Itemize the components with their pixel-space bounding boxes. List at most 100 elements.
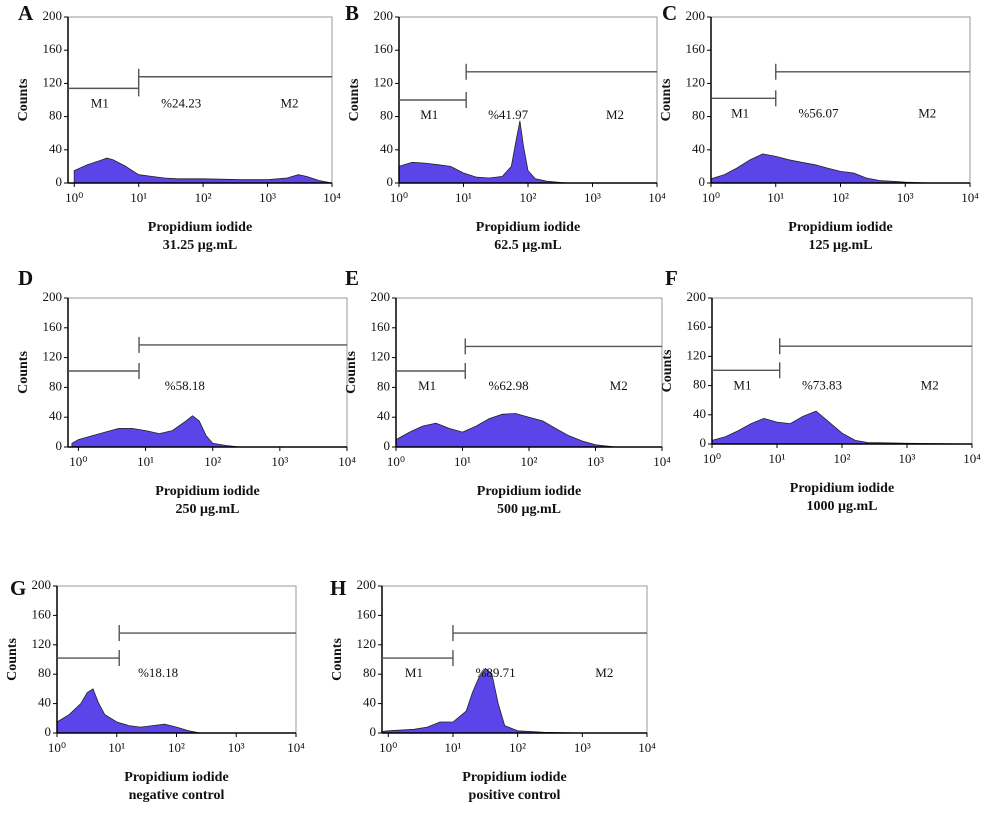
y-tick-label: 40 — [363, 695, 376, 710]
x-tick-label: 10⁴ — [287, 740, 305, 755]
y-tick-label: 80 — [363, 665, 376, 680]
x-axis-subtitle: 500 μg.mL — [497, 502, 561, 517]
gate-label: M2 — [280, 95, 298, 110]
x-tick-label: 10³ — [228, 740, 245, 755]
y-tick-label: 0 — [370, 724, 377, 739]
x-tick-label: 10¹ — [444, 740, 461, 755]
x-tick-label: 10³ — [899, 451, 916, 466]
y-tick-label: 120 — [357, 636, 377, 651]
x-axis-subtitle: 250 μg.mL — [176, 502, 240, 517]
y-tick-label: 200 — [374, 8, 394, 23]
panel: B 0 40 80 120 160 200 10⁰ 10¹ 10² 10³ 10⁴ Counts Prop… — [345, 1, 666, 253]
x-axis-title: Propidium iodide — [476, 220, 580, 235]
y-tick-label: 80 — [38, 665, 51, 680]
y-tick-label: 80 — [377, 378, 390, 393]
x-tick-label: 10² — [168, 740, 185, 755]
y-tick-label: 160 — [371, 319, 391, 334]
y-tick-label: 160 — [357, 606, 377, 621]
x-axis-title: Propidium iodide — [788, 220, 892, 235]
y-tick-label: 160 — [686, 41, 706, 56]
y-tick-label: 200 — [371, 289, 391, 304]
percentage: %24.23 — [161, 95, 201, 110]
x-tick-label: 10⁰ — [703, 451, 721, 466]
y-tick-label: 120 — [686, 74, 706, 89]
y-tick-label: 200 — [357, 577, 377, 592]
y-tick-label: 80 — [49, 378, 62, 393]
y-tick-label: 0 — [384, 438, 391, 453]
x-tick-label: 10⁴ — [638, 740, 656, 755]
x-axis-subtitle: 125 μg.mL — [809, 238, 873, 253]
x-tick-label: 10³ — [574, 740, 591, 755]
x-tick-label: 10⁴ — [323, 190, 341, 205]
x-tick-label: 10⁰ — [379, 740, 397, 755]
x-tick-label: 10³ — [587, 454, 604, 469]
gate-label: M2 — [606, 107, 624, 122]
panel-letter: G — [10, 576, 26, 600]
x-tick-label: 10⁰ — [65, 190, 83, 205]
x-tick-label: 10⁴ — [653, 454, 671, 469]
panel: E 0 40 80 120 160 200 10⁰ 10¹ 10² 10³ 10⁴ Counts Prop… — [344, 266, 671, 517]
x-axis-title: Propidium iodide — [477, 484, 581, 499]
x-tick-label: 10¹ — [767, 190, 784, 205]
x-tick-label: 10² — [520, 190, 537, 205]
y-tick-label: 120 — [687, 347, 707, 362]
x-tick-label: 10² — [509, 740, 526, 755]
y-tick-label: 200 — [687, 289, 707, 304]
panel: A 0 40 80 120 160 200 10⁰ 10¹ 10² 10³ 10⁴ Counts Prop… — [16, 1, 341, 253]
x-tick-label: 10⁴ — [961, 190, 979, 205]
gate-label: M1 — [731, 105, 749, 120]
y-tick-label: 0 — [700, 435, 707, 450]
panel: D 0 40 80 120 160 200 10⁰ 10¹ 10² 10³ 10⁴ Counts Prop… — [16, 266, 356, 517]
x-tick-label: 10¹ — [769, 451, 786, 466]
y-tick-label: 40 — [693, 406, 706, 421]
y-tick-label: 160 — [43, 319, 63, 334]
x-tick-label: 10² — [204, 454, 221, 469]
gate-label: M1 — [420, 107, 438, 122]
y-tick-label: 0 — [56, 174, 63, 189]
x-tick-label: 10⁴ — [963, 451, 981, 466]
histogram — [56, 688, 296, 734]
x-tick-label: 10¹ — [108, 740, 125, 755]
y-axis-title: Counts — [330, 638, 345, 681]
percentage: %18.18 — [138, 665, 178, 680]
y-tick-label: 120 — [43, 349, 63, 364]
y-tick-label: 200 — [43, 8, 63, 23]
y-tick-label: 160 — [687, 318, 707, 333]
y-tick-label: 120 — [374, 74, 394, 89]
x-tick-label: 10⁰ — [702, 190, 720, 205]
x-tick-label: 10² — [195, 190, 212, 205]
y-axis-title: Counts — [660, 349, 675, 392]
y-tick-label: 0 — [56, 438, 63, 453]
plot-frame — [710, 16, 971, 184]
x-tick-label: 10⁴ — [648, 190, 666, 205]
gate-label: M1 — [733, 377, 751, 392]
y-tick-label: 160 — [32, 606, 52, 621]
y-tick-label: 200 — [43, 289, 63, 304]
x-axis-title: Propidium iodide — [462, 770, 566, 785]
y-axis-title: Counts — [659, 78, 674, 121]
panel-letter: H — [330, 576, 346, 600]
x-tick-label: 10³ — [584, 190, 601, 205]
gate-label: M2 — [921, 377, 939, 392]
x-axis-title: Propidium iodide — [148, 220, 252, 235]
y-tick-label: 0 — [387, 174, 394, 189]
y-axis-title: Counts — [344, 351, 359, 394]
x-tick-label: 10³ — [259, 190, 276, 205]
y-tick-label: 80 — [49, 108, 62, 123]
x-tick-label: 10⁴ — [338, 454, 356, 469]
y-tick-label: 160 — [374, 41, 394, 56]
panel-letter: E — [345, 266, 359, 290]
x-tick-label: 10¹ — [455, 190, 472, 205]
y-axis-title: Counts — [347, 78, 362, 121]
x-axis-subtitle: 1000 μg.mL — [807, 499, 878, 514]
x-tick-label: 10¹ — [137, 454, 154, 469]
histogram — [71, 415, 347, 448]
gate-label: M1 — [418, 378, 436, 393]
panel-letter: D — [18, 266, 33, 290]
y-tick-label: 120 — [43, 74, 63, 89]
y-tick-label: 0 — [699, 174, 706, 189]
panel-letter: F — [665, 266, 678, 290]
percentage: %56.07 — [798, 105, 839, 120]
